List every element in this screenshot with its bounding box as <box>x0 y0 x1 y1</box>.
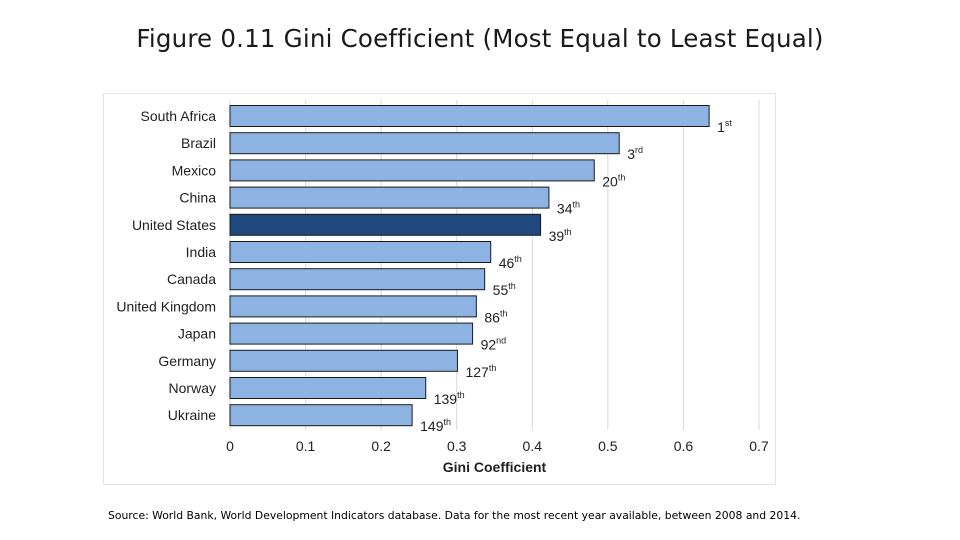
slide-title: Figure 0.11 Gini Coefficient (Most Equal… <box>136 24 824 53</box>
category-labels: South Africa Brazil Mexico China United Stat… <box>116 108 216 423</box>
rank-label: 39th <box>549 227 572 244</box>
bar <box>229 349 458 372</box>
category-label: Ukraine <box>168 407 216 423</box>
category-label: Germany <box>158 353 216 369</box>
category-label: Brazil <box>181 135 216 151</box>
bar <box>229 404 413 427</box>
x-tick-label: 0.2 <box>371 438 391 454</box>
category-label: United Kingdom <box>116 298 216 314</box>
x-tick-labels: 0 0.1 0.2 0.3 0.4 0.5 0.6 0.7 <box>226 438 769 454</box>
x-tick-label: 0 <box>226 438 234 454</box>
bar <box>229 132 620 155</box>
category-label: India <box>186 244 217 260</box>
bar <box>229 159 595 182</box>
bar <box>229 241 492 263</box>
rank-labels: 1st3rd20th34th39th46th55th86th92nd127th1… <box>420 118 732 434</box>
category-label: Norway <box>169 380 216 396</box>
x-tick-label: 0.7 <box>749 438 769 454</box>
category-label: South Africa <box>141 108 217 124</box>
bar <box>229 377 427 399</box>
bars <box>229 105 710 427</box>
bar <box>229 213 542 236</box>
chart-frame: South Africa Brazil Mexico China United Stat… <box>103 93 776 485</box>
gridlines <box>229 100 760 430</box>
rank-label: 34th <box>557 200 580 217</box>
rank-label: 3rd <box>627 145 643 162</box>
x-tick-label: 0.4 <box>523 438 543 454</box>
rank-label: 92nd <box>481 336 507 353</box>
rank-label: 20th <box>602 172 625 189</box>
rank-label: 55th <box>493 281 516 298</box>
bar <box>229 268 486 291</box>
rank-label: 1st <box>717 118 732 135</box>
x-tick-label: 0.1 <box>296 438 316 454</box>
category-label: Japan <box>178 326 216 342</box>
bar <box>229 295 477 318</box>
category-label: Mexico <box>172 162 217 178</box>
x-tick-label: 0.3 <box>447 438 467 454</box>
source-note: Source: World Bank, World Development In… <box>108 509 801 522</box>
rank-label: 139th <box>434 390 465 407</box>
category-label: Canada <box>167 271 216 287</box>
x-tick-label: 0.5 <box>598 438 618 454</box>
x-tick-label: 0.6 <box>674 438 694 454</box>
rank-label: 149th <box>420 417 451 434</box>
rank-label: 86th <box>484 308 507 325</box>
bar <box>229 322 474 345</box>
bar <box>229 105 710 127</box>
category-label: China <box>179 190 216 206</box>
gini-bar-chart: South Africa Brazil Mexico China United Stat… <box>116 100 769 475</box>
rank-label: 46th <box>499 254 522 271</box>
x-axis-title: Gini Coefficient <box>443 459 547 475</box>
rank-label: 127th <box>465 363 496 380</box>
category-label: United States <box>132 217 216 233</box>
bar <box>229 186 550 209</box>
